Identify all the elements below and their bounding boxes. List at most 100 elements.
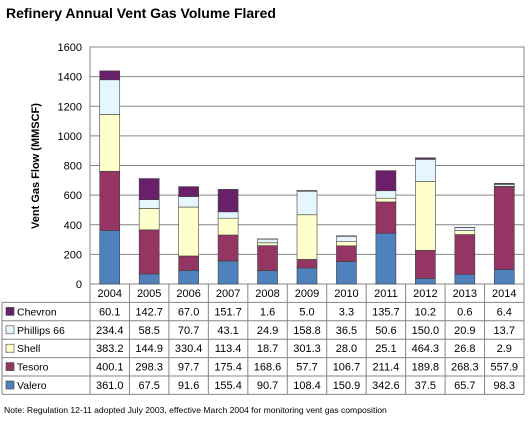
legend-swatch [5, 307, 15, 316]
x-tick-label: 2010 [334, 288, 358, 300]
table-cell: 91.6 [178, 380, 199, 392]
bar-segment-phillips-66 [217, 211, 239, 219]
table-cell: 189.8 [412, 362, 440, 374]
bar-segment-valero [336, 261, 357, 285]
table-cell: 400.1 [96, 362, 124, 374]
bar-segment-tesoro [296, 259, 318, 269]
table-cell: 361.0 [96, 380, 124, 392]
legend-swatch [5, 325, 15, 335]
bar-segment-phillips-66 [99, 79, 121, 115]
bar-segment-shell [138, 208, 160, 231]
table-cell: 268.3 [451, 362, 479, 374]
bar-segment-shell [375, 197, 397, 203]
table-cell: 36.5 [336, 325, 357, 337]
x-tick-label: 2005 [137, 288, 161, 300]
bar-segment-chevron [99, 70, 121, 81]
table-cell: 383.2 [96, 343, 124, 355]
table-cell: 13.7 [494, 325, 515, 337]
legend-swatch [5, 343, 15, 353]
x-tick-label: 2013 [453, 288, 477, 300]
footnote: Note: Regulation 12-11 adopted July 2003… [4, 405, 387, 415]
bar-segment-tesoro [217, 234, 239, 262]
table-cell: 158.8 [293, 325, 321, 337]
table-cell: 90.7 [257, 380, 278, 392]
table-cell: 20.9 [454, 325, 475, 337]
bar-segment-phillips-66 [336, 235, 357, 242]
x-tick-label: 2008 [255, 288, 279, 300]
bar-segment-chevron [493, 183, 515, 185]
bar-segment-tesoro [493, 186, 515, 270]
bar-segment-tesoro [336, 245, 357, 262]
x-tick-label: 2011 [374, 288, 398, 300]
y-tick-label: 1400 [58, 72, 82, 84]
bar-segment-valero [178, 270, 199, 285]
table-cell: 175.4 [214, 362, 242, 374]
table-cell: 70.7 [178, 325, 199, 337]
bar-segment-tesoro [257, 245, 278, 271]
bar-segment-shell [257, 242, 278, 246]
legend-label: Phillips 66 [17, 325, 65, 337]
bar-segment-phillips-66 [138, 199, 160, 209]
bar-segment-tesoro [415, 250, 436, 279]
table-cell: 113.4 [215, 343, 242, 355]
table-cell: 60.1 [99, 306, 120, 318]
bar-segment-tesoro [138, 229, 160, 275]
table-cell: 301.3 [293, 343, 321, 355]
table-cell: 5.0 [299, 306, 314, 318]
legend-swatch [5, 380, 15, 390]
bar-segment-valero [99, 230, 121, 285]
table-cell: 57.7 [296, 362, 317, 374]
bar-segment-valero [296, 267, 318, 285]
legend-label: Chevron [17, 306, 57, 318]
table-cell: 26.8 [454, 343, 475, 355]
table-cell: 10.2 [415, 306, 436, 318]
table-cell: 168.6 [254, 362, 282, 374]
bar-segment-chevron [375, 170, 397, 192]
table-cell: 106.7 [333, 362, 361, 374]
x-tick-label: 2012 [413, 288, 437, 300]
legend-label: Tesoro [17, 362, 49, 374]
x-tick-label: 2007 [216, 288, 240, 300]
bar-segment-chevron [138, 178, 160, 200]
legend-label: Shell [17, 343, 40, 355]
table-cell: 3.3 [339, 306, 354, 318]
table-cell: 464.3 [412, 343, 440, 355]
table-cell: 298.3 [135, 362, 163, 374]
x-tick-label: 2014 [492, 288, 516, 300]
table-cell: 557.9 [491, 362, 519, 374]
bar-segment-valero [454, 273, 476, 285]
table-cell: 18.7 [257, 343, 278, 355]
bar-segment-phillips-66 [296, 190, 318, 216]
bar-segment-shell [296, 214, 318, 260]
stacked-bar-chart: 0 200 400 600 800 1000 1200 1400 1600 2004 2005 200… [1, 42, 525, 395]
y-tick-label: 600 [64, 190, 82, 202]
bar-segment-chevron [178, 186, 199, 197]
bar-segment-phillips-66 [415, 159, 436, 182]
table-cell: 330.4 [175, 343, 203, 355]
table-cell: 28.0 [336, 343, 357, 355]
table-cell: 142.7 [135, 306, 163, 318]
table-cell: 144.9 [135, 343, 163, 355]
bar-segment-tesoro [454, 234, 476, 275]
table-cell: 108.4 [293, 380, 321, 392]
table-cell: 150.9 [333, 380, 361, 392]
bar-segment-phillips-66 [257, 238, 278, 244]
table-cell: 0.6 [457, 306, 472, 318]
table-cell: 37.5 [415, 380, 436, 392]
table-cell: 43.1 [217, 325, 238, 337]
y-tick-label: 1000 [58, 131, 82, 143]
bar-segment-valero [217, 260, 239, 285]
table-cell: 150.0 [412, 325, 440, 337]
table-cell: 211.4 [373, 362, 400, 374]
bar-segment-shell [178, 206, 199, 257]
bar-segment-valero [415, 278, 436, 285]
bar-segment-tesoro [99, 170, 121, 231]
x-tick-label: 2006 [176, 288, 200, 300]
bar-segment-shell [99, 114, 121, 172]
table-cell: 2.9 [497, 343, 512, 355]
bar-segment-chevron [415, 157, 436, 160]
table-cell: 24.9 [257, 325, 278, 337]
x-tick-label: 2004 [97, 288, 121, 300]
y-tick-label: 200 [64, 249, 82, 261]
table-cell: 98.3 [494, 380, 515, 392]
